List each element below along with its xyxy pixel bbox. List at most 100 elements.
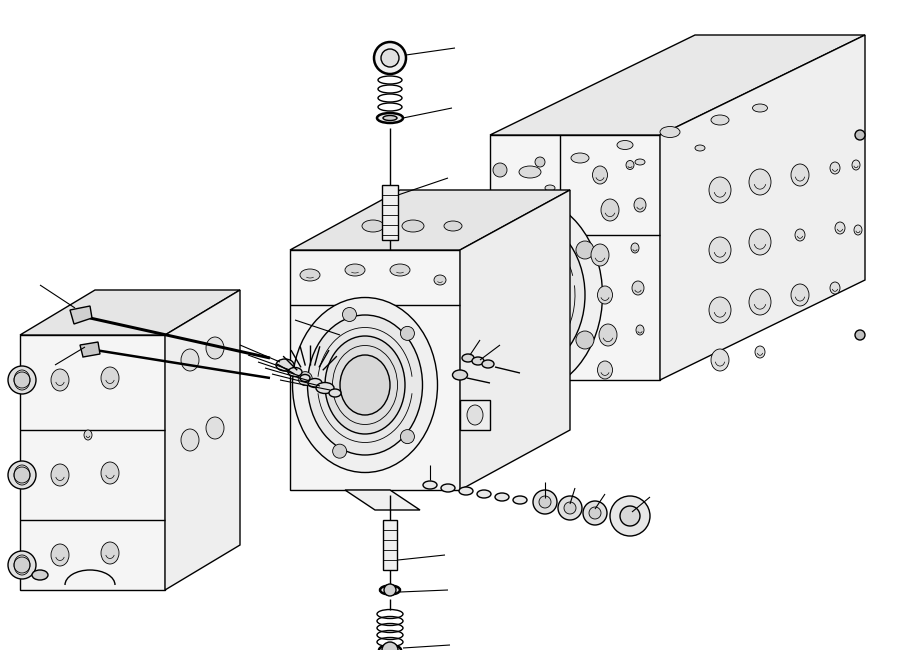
Ellipse shape — [490, 259, 550, 331]
Ellipse shape — [626, 161, 634, 170]
Ellipse shape — [307, 315, 423, 455]
Ellipse shape — [709, 237, 731, 263]
Polygon shape — [20, 335, 165, 590]
Ellipse shape — [101, 367, 119, 389]
Circle shape — [558, 496, 582, 520]
Ellipse shape — [329, 389, 341, 397]
Polygon shape — [490, 135, 660, 380]
Ellipse shape — [519, 166, 541, 178]
Ellipse shape — [276, 359, 294, 371]
Ellipse shape — [300, 269, 320, 281]
Circle shape — [535, 157, 545, 167]
Circle shape — [576, 241, 594, 259]
Ellipse shape — [402, 220, 424, 232]
Circle shape — [384, 584, 396, 596]
Ellipse shape — [51, 464, 69, 486]
Ellipse shape — [835, 222, 845, 234]
Ellipse shape — [206, 417, 224, 439]
Ellipse shape — [852, 160, 860, 170]
Ellipse shape — [830, 282, 840, 294]
Ellipse shape — [288, 367, 302, 376]
Circle shape — [564, 502, 576, 514]
Ellipse shape — [791, 164, 809, 186]
Ellipse shape — [634, 198, 646, 212]
Circle shape — [382, 642, 398, 650]
Bar — [383, 520, 397, 570]
Ellipse shape — [505, 277, 535, 313]
Circle shape — [374, 42, 406, 74]
Ellipse shape — [459, 487, 473, 495]
Ellipse shape — [462, 354, 474, 362]
Polygon shape — [20, 290, 240, 335]
Polygon shape — [80, 342, 100, 357]
Ellipse shape — [571, 153, 589, 163]
Circle shape — [400, 430, 414, 443]
Ellipse shape — [477, 490, 491, 498]
Ellipse shape — [749, 229, 771, 255]
Ellipse shape — [340, 355, 390, 415]
Polygon shape — [460, 190, 570, 490]
Ellipse shape — [472, 237, 568, 352]
Ellipse shape — [591, 244, 609, 266]
Ellipse shape — [325, 336, 405, 434]
Ellipse shape — [617, 140, 633, 150]
Ellipse shape — [709, 297, 731, 323]
Ellipse shape — [452, 370, 468, 380]
Circle shape — [342, 307, 357, 322]
Ellipse shape — [695, 145, 705, 151]
Circle shape — [583, 501, 607, 525]
Circle shape — [855, 130, 865, 140]
Ellipse shape — [84, 430, 92, 440]
Circle shape — [400, 326, 414, 341]
Polygon shape — [290, 190, 570, 250]
Circle shape — [298, 372, 313, 385]
Circle shape — [381, 49, 399, 67]
Circle shape — [537, 350, 553, 366]
Ellipse shape — [752, 104, 768, 112]
Polygon shape — [290, 250, 460, 490]
Circle shape — [14, 557, 30, 573]
Polygon shape — [345, 490, 420, 510]
Circle shape — [511, 196, 529, 214]
Ellipse shape — [631, 243, 639, 253]
Ellipse shape — [749, 169, 771, 195]
Circle shape — [332, 444, 347, 458]
Ellipse shape — [181, 429, 199, 451]
Ellipse shape — [791, 284, 809, 306]
Polygon shape — [660, 35, 865, 380]
Circle shape — [549, 222, 561, 234]
Ellipse shape — [300, 374, 310, 382]
Ellipse shape — [308, 378, 322, 387]
Ellipse shape — [362, 220, 384, 232]
Ellipse shape — [795, 229, 805, 241]
Circle shape — [610, 496, 650, 536]
Ellipse shape — [293, 298, 438, 473]
Circle shape — [14, 372, 30, 388]
Circle shape — [511, 376, 529, 394]
Ellipse shape — [513, 496, 527, 504]
Ellipse shape — [390, 264, 410, 276]
Ellipse shape — [377, 113, 403, 123]
Ellipse shape — [495, 493, 509, 501]
Ellipse shape — [635, 159, 645, 165]
Polygon shape — [165, 290, 240, 590]
Circle shape — [446, 241, 464, 259]
Ellipse shape — [597, 361, 613, 379]
Ellipse shape — [181, 349, 199, 371]
Ellipse shape — [32, 570, 48, 580]
Ellipse shape — [380, 586, 400, 595]
Ellipse shape — [345, 264, 365, 276]
Ellipse shape — [455, 216, 585, 374]
Bar — [382, 185, 398, 240]
Ellipse shape — [467, 405, 483, 425]
Circle shape — [589, 507, 601, 519]
Ellipse shape — [660, 127, 680, 138]
Ellipse shape — [206, 337, 224, 359]
Circle shape — [533, 490, 557, 514]
Ellipse shape — [593, 166, 607, 184]
Ellipse shape — [51, 369, 69, 391]
Ellipse shape — [854, 225, 862, 235]
Circle shape — [493, 358, 507, 372]
Ellipse shape — [423, 481, 437, 489]
Ellipse shape — [383, 116, 397, 120]
